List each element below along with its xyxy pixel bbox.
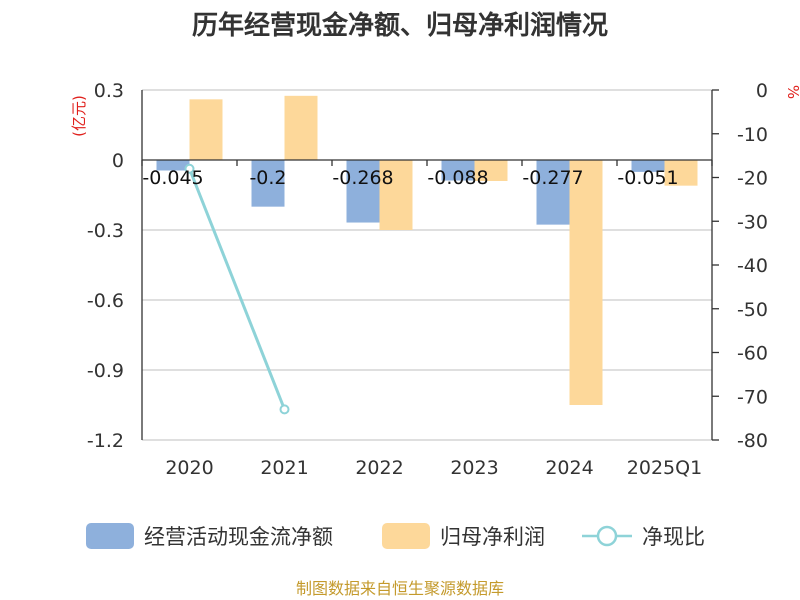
ratio-line-series (184, 163, 290, 415)
legend-item-ratio[interactable]: 净现比 (582, 525, 705, 549)
x-tick-label: 2024 (545, 457, 593, 479)
legend-swatch-cashflow (86, 523, 134, 549)
bar-cashflow[interactable] (251, 160, 285, 207)
bars (156, 95, 698, 405)
x-tick-label: 2022 (355, 457, 403, 479)
bar-net-profit[interactable] (284, 95, 318, 160)
right-tick-label: -20 (737, 168, 768, 190)
right-tick-label: -50 (737, 299, 768, 321)
right-tick-label: -10 (737, 124, 768, 146)
left-tick-label: -0.6 (87, 290, 124, 312)
right-tick-label: -40 (737, 255, 768, 277)
x-tick-label: 2025Q1 (627, 457, 702, 479)
bar-cashflow[interactable] (346, 160, 380, 223)
right-tick-label: -80 (737, 430, 768, 452)
legend-marker-ratio (596, 525, 618, 547)
data-label-cashflow: -0.051 (617, 167, 678, 189)
legend: 经营活动现金流净额 归母净利润 净现比 (86, 523, 705, 549)
grid (142, 89, 712, 441)
data-label-cashflow: -0.2 (249, 167, 286, 189)
bar-net-profit[interactable] (569, 160, 603, 405)
legend-item-net-profit[interactable]: 归母净利润 (382, 523, 545, 549)
x-tick-label: 2020 (165, 457, 213, 479)
bar-net-profit[interactable] (189, 99, 223, 160)
axes (141, 89, 719, 441)
data-label-cashflow: -0.277 (522, 167, 583, 189)
bar-cashflow[interactable] (156, 160, 190, 171)
left-tick-label: 0.3 (94, 80, 124, 102)
right-tick-label: -30 (737, 211, 768, 233)
right-tick-label: -70 (737, 386, 768, 408)
data-label-cashflow: -0.088 (427, 167, 488, 189)
x-tick-label: 2023 (450, 457, 498, 479)
ratio-point[interactable] (184, 163, 195, 174)
source-note: 制图数据来自恒生聚源数据库 (296, 579, 504, 598)
bar-net-profit[interactable] (474, 160, 508, 181)
ratio-point[interactable] (279, 404, 290, 415)
data-label-cashflow: -0.268 (332, 167, 393, 189)
data-labels: -0.045 -0.2 -0.268 -0.088 -0.277 -0.051 (142, 167, 678, 189)
legend-swatch-net-profit (382, 523, 430, 549)
right-tick-label: -60 (737, 343, 768, 365)
x-tick-label: 2021 (260, 457, 308, 479)
left-tick-label: -0.3 (87, 220, 124, 242)
ratio-line (188, 168, 286, 410)
bar-cashflow[interactable] (441, 160, 475, 181)
chart-title: 历年经营现金净额、归母净利润情况 (192, 10, 608, 41)
legend-label-ratio: 净现比 (642, 525, 705, 549)
bar-cashflow[interactable] (536, 160, 570, 225)
tick-labels: 0.3 0 -0.3 -0.6 -0.9 -1.2 0 -10 -20 -30 -40 -50 -60 -… (87, 80, 768, 479)
legend-label-cashflow: 经营活动现金流净额 (144, 525, 333, 549)
legend-item-cashflow[interactable]: 经营活动现金流净额 (86, 523, 333, 549)
left-axis-unit: (亿元) (70, 95, 88, 137)
right-tick-label: 0 (756, 80, 768, 102)
bar-net-profit[interactable] (379, 160, 413, 230)
bar-cashflow[interactable] (631, 160, 665, 172)
left-tick-label: -1.2 (87, 430, 124, 452)
bar-net-profit[interactable] (664, 160, 698, 186)
left-tick-label: 0 (112, 150, 124, 172)
right-axis-unit: % (784, 85, 800, 99)
legend-label-net-profit: 归母净利润 (440, 525, 545, 549)
data-label-cashflow: -0.045 (142, 167, 203, 189)
left-tick-label: -0.9 (87, 360, 124, 382)
